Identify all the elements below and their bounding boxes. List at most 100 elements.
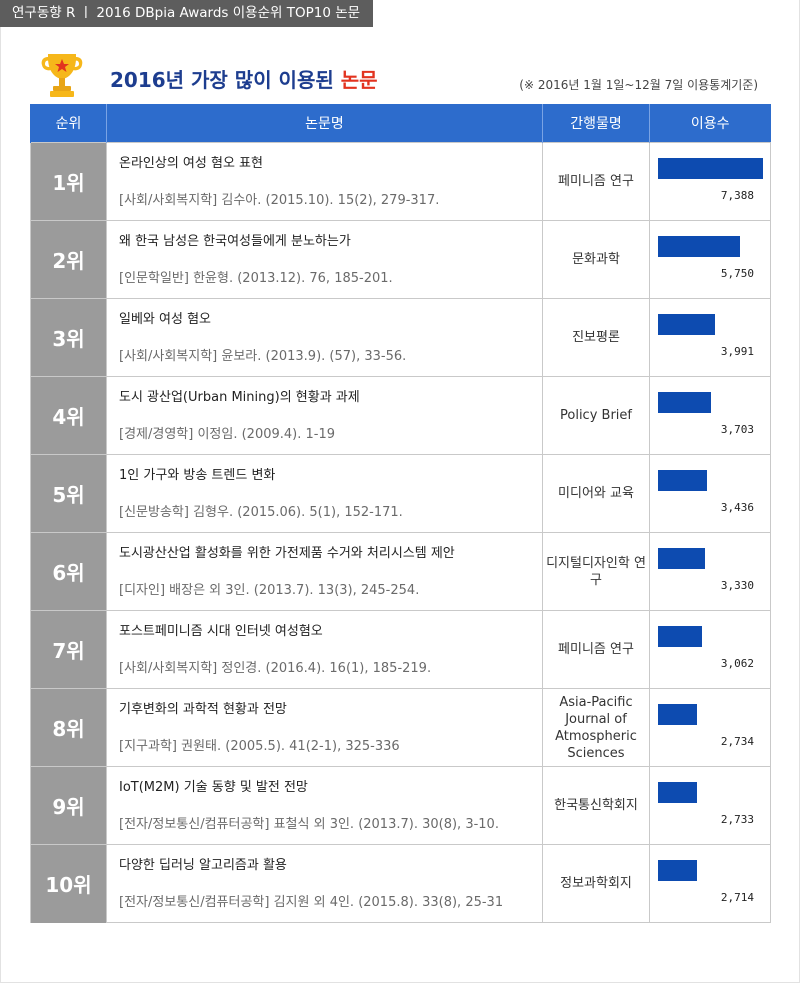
header-usage: 이용수 xyxy=(649,104,771,143)
rank-cell: 10위 xyxy=(30,844,107,923)
paper-cell: 포스트페미니즘 시대 인터넷 여성혐오 [사회/사회복지학] 정인경. (2016… xyxy=(106,610,543,689)
table-row: 7위 포스트페미니즘 시대 인터넷 여성혐오 [사회/사회복지학] 정인경. (20… xyxy=(30,610,771,689)
paper-cell: IoT(M2M) 기술 동향 및 발전 전망 [전자/정보통신/컴퓨터공학] 표철… xyxy=(106,766,543,845)
usage-bar xyxy=(658,236,740,257)
header-rank: 순위 xyxy=(30,104,107,143)
usage-cell: 2,733 xyxy=(649,766,771,845)
usage-bar xyxy=(658,548,705,569)
table-row: 9위 IoT(M2M) 기술 동향 및 발전 전망 [전자/정보통신/컴퓨터공학] … xyxy=(30,766,771,845)
usage-bar xyxy=(658,314,715,335)
paper-citation: [전자/정보통신/컴퓨터공학] 김지원 외 4인. (2015.8). 33(8… xyxy=(119,895,504,910)
paper-title: 도시광산산업 활성화를 위한 가전제품 수거와 처리시스템 제안 xyxy=(119,546,455,561)
page-title: 2016년 가장 많이 이용된 논문 xyxy=(110,64,378,93)
paper-citation: [경제/경영학] 이정임. (2009.4). 1-19 xyxy=(119,427,335,442)
usage-cell: 2,734 xyxy=(649,688,771,767)
paper-cell: 온라인상의 여성 혐오 표현 [사회/사회복지학] 김수아. (2015.10).… xyxy=(106,142,543,221)
usage-count: 3,703 xyxy=(720,423,754,436)
paper-cell: 도시 광산업(Urban Mining)의 현황과 과제 [경제/경영학] 이정임… xyxy=(106,376,543,455)
title-highlight: 논문 xyxy=(340,68,378,92)
table-row: 3위 일베와 여성 혐오 [사회/사회복지학] 윤보라. (2013.9). (57… xyxy=(30,298,771,377)
paper-citation: [사회/사회복지학] 김수아. (2015.10). 15(2), 279-31… xyxy=(119,193,440,208)
usage-cell: 3,062 xyxy=(649,610,771,689)
table-row: 4위 도시 광산업(Urban Mining)의 현황과 과제 [경제/경영학] 이… xyxy=(30,376,771,455)
header: 2016년 가장 많이 이용된 논문 (※ 2016년 1월 1일~12월 7일… xyxy=(32,48,772,100)
usage-count: 3,330 xyxy=(720,579,754,592)
table-row: 1위 온라인상의 여성 혐오 표현 [사회/사회복지학] 김수아. (2015.10… xyxy=(30,142,771,221)
usage-count: 3,436 xyxy=(720,501,754,514)
title-main: 2016년 가장 많이 이용된 xyxy=(110,68,341,92)
paper-citation: [디자인] 배장은 외 3인. (2013.7). 13(3), 245-254… xyxy=(119,583,420,598)
journal-cell: 정보과학회지 xyxy=(542,844,650,923)
table-row: 8위 기후변화의 과학적 현황과 전망 [지구과학] 권원태. (2005.5). … xyxy=(30,688,771,767)
journal-cell: 미디어와 교육 xyxy=(542,454,650,533)
paper-cell: 다양한 딥러닝 알고리즘과 활용 [전자/정보통신/컴퓨터공학] 김지원 외 4인… xyxy=(106,844,543,923)
usage-cell: 3,436 xyxy=(649,454,771,533)
journal-cell: 문화과학 xyxy=(542,220,650,299)
journal-cell: Policy Brief xyxy=(542,376,650,455)
paper-title: 다양한 딥러닝 알고리즘과 활용 xyxy=(119,858,287,873)
usage-bar xyxy=(658,392,711,413)
usage-cell: 3,330 xyxy=(649,532,771,611)
paper-citation: [사회/사회복지학] 윤보라. (2013.9). (57), 33-56. xyxy=(119,349,407,364)
usage-bar xyxy=(658,626,702,647)
paper-cell: 도시광산산업 활성화를 위한 가전제품 수거와 처리시스템 제안 [디자인] 배장… xyxy=(106,532,543,611)
table-header-row: 순위 논문명 간행물명 이용수 xyxy=(30,104,771,143)
journal-cell: 진보평론 xyxy=(542,298,650,377)
usage-cell: 5,750 xyxy=(649,220,771,299)
rank-cell: 7위 xyxy=(30,610,107,689)
usage-bar xyxy=(658,704,697,725)
paper-title: 도시 광산업(Urban Mining)의 현황과 과제 xyxy=(119,390,360,405)
usage-bar xyxy=(658,470,707,491)
usage-count: 2,714 xyxy=(720,891,754,904)
paper-citation: [인문학일반] 한윤형. (2013.12). 76, 185-201. xyxy=(119,271,393,286)
rank-cell: 3위 xyxy=(30,298,107,377)
paper-cell: 1인 가구와 방송 트렌드 변화 [신문방송학] 김형우. (2015.06). … xyxy=(106,454,543,533)
header-paper: 논문명 xyxy=(106,104,543,143)
journal-cell: 페미니즘 연구 xyxy=(542,142,650,221)
paper-title: 왜 한국 남성은 한국여성들에게 분노하는가 xyxy=(119,234,351,249)
paper-citation: [지구과학] 권원태. (2005.5). 41(2-1), 325-336 xyxy=(119,739,400,754)
rank-cell: 1위 xyxy=(30,142,107,221)
ranking-table: 순위 논문명 간행물명 이용수 1위 온라인상의 여성 혐오 표현 [사회/사회복지… xyxy=(30,104,771,923)
usage-bar xyxy=(658,860,697,881)
paper-title: IoT(M2M) 기술 동향 및 발전 전망 xyxy=(119,780,308,795)
usage-bar xyxy=(658,158,763,179)
section-tag: 연구동향 R ㅣ 2016 DBpia Awards 이용순위 TOP10 논문 xyxy=(0,0,374,27)
paper-title: 포스트페미니즘 시대 인터넷 여성혐오 xyxy=(119,624,323,639)
paper-title: 1인 가구와 방송 트렌드 변화 xyxy=(119,468,276,483)
paper-title: 기후변화의 과학적 현황과 전망 xyxy=(119,702,287,717)
usage-count: 2,734 xyxy=(720,735,754,748)
paper-title: 온라인상의 여성 혐오 표현 xyxy=(119,156,263,171)
rank-cell: 5위 xyxy=(30,454,107,533)
paper-title: 일베와 여성 혐오 xyxy=(119,312,211,327)
usage-count: 2,733 xyxy=(720,813,754,826)
paper-citation: [사회/사회복지학] 정인경. (2016.4). 16(1), 185-219… xyxy=(119,661,432,676)
table-row: 2위 왜 한국 남성은 한국여성들에게 분노하는가 [인문학일반] 한윤형. (20… xyxy=(30,220,771,299)
paper-citation: [신문방송학] 김형우. (2015.06). 5(1), 152-171. xyxy=(119,505,403,520)
journal-cell: 페미니즘 연구 xyxy=(542,610,650,689)
rank-cell: 6위 xyxy=(30,532,107,611)
table-row: 10위 다양한 딥러닝 알고리즘과 활용 [전자/정보통신/컴퓨터공학] 김지원 외… xyxy=(30,844,771,923)
usage-count: 3,991 xyxy=(720,345,754,358)
rank-cell: 8위 xyxy=(30,688,107,767)
journal-cell: 한국통신학회지 xyxy=(542,766,650,845)
paper-cell: 일베와 여성 혐오 [사회/사회복지학] 윤보라. (2013.9). (57),… xyxy=(106,298,543,377)
paper-cell: 왜 한국 남성은 한국여성들에게 분노하는가 [인문학일반] 한윤형. (2013… xyxy=(106,220,543,299)
paper-citation: [전자/정보통신/컴퓨터공학] 표철식 외 3인. (2013.7). 30(8… xyxy=(119,817,499,832)
usage-count: 3,062 xyxy=(720,657,754,670)
usage-bar xyxy=(658,782,697,803)
table-row: 5위 1인 가구와 방송 트렌드 변화 [신문방송학] 김형우. (2015.06)… xyxy=(30,454,771,533)
usage-cell: 7,388 xyxy=(649,142,771,221)
stats-note: (※ 2016년 1월 1일~12월 7일 이용통계기준) xyxy=(519,78,758,92)
trophy-icon xyxy=(41,54,83,97)
usage-count: 5,750 xyxy=(720,267,754,280)
journal-cell: 디지털디자인학 연구 xyxy=(542,532,650,611)
usage-count: 7,388 xyxy=(720,189,754,202)
header-journal: 간행물명 xyxy=(542,104,650,143)
rank-cell: 2위 xyxy=(30,220,107,299)
usage-cell: 2,714 xyxy=(649,844,771,923)
paper-cell: 기후변화의 과학적 현황과 전망 [지구과학] 권원태. (2005.5). 41… xyxy=(106,688,543,767)
rank-cell: 9위 xyxy=(30,766,107,845)
usage-cell: 3,991 xyxy=(649,298,771,377)
table-row: 6위 도시광산산업 활성화를 위한 가전제품 수거와 처리시스템 제안 [디자인] … xyxy=(30,532,771,611)
